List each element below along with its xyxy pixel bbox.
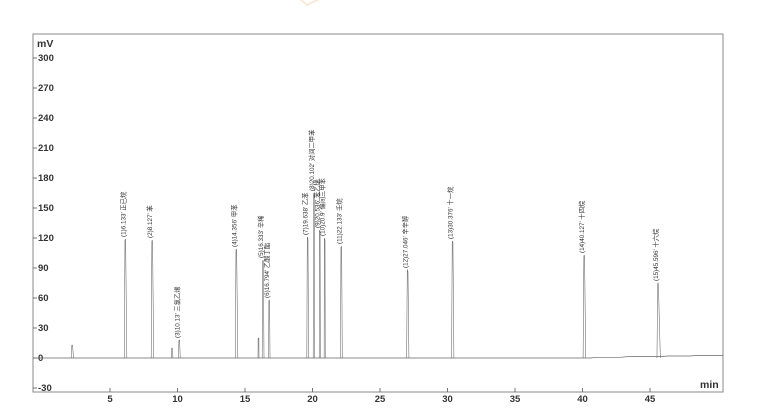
svg-text:40: 40 xyxy=(577,394,588,405)
svg-text:15: 15 xyxy=(240,394,251,405)
svg-text:(10)20.9' 偏间三甲苯: (10)20.9' 偏间三甲苯 xyxy=(318,177,327,236)
svg-text:150: 150 xyxy=(38,203,54,214)
svg-text:35: 35 xyxy=(510,394,521,405)
svg-text:180: 180 xyxy=(38,173,54,184)
svg-text:210: 210 xyxy=(38,143,54,154)
svg-text:5: 5 xyxy=(107,394,113,405)
svg-text:(14)40.127' 十四烷: (14)40.127' 十四烷 xyxy=(577,200,586,253)
svg-text:(11)22.133' 壬烷: (11)22.133' 壬烷 xyxy=(334,198,343,244)
svg-text:(6)16.794' 乙酸丁酯: (6)16.794' 乙酸丁酯 xyxy=(262,243,271,298)
svg-text:30: 30 xyxy=(442,394,453,405)
svg-text:(2)8.127' 苯: (2)8.127' 苯 xyxy=(145,205,154,238)
svg-text:270: 270 xyxy=(38,83,54,94)
svg-text:10: 10 xyxy=(172,394,183,405)
svg-text:min: min xyxy=(700,379,719,391)
svg-text:(12)27.046' 辛辛醇: (12)27.046' 辛辛醇 xyxy=(401,215,410,268)
svg-text:20: 20 xyxy=(307,394,318,405)
svg-text:120: 120 xyxy=(38,233,54,244)
svg-text:60: 60 xyxy=(38,293,49,304)
svg-text:(7)19.638' 乙苯: (7)19.638' 乙苯 xyxy=(301,192,310,235)
svg-text:(3)10.13' 三氯乙烯: (3)10.13' 三氯乙烯 xyxy=(172,286,181,338)
svg-text:(13)30.376' 十一烷: (13)30.376' 十一烷 xyxy=(446,186,455,239)
svg-text:300: 300 xyxy=(38,53,54,64)
svg-text:(15)45.596' 十六烷: (15)45.596' 十六烷 xyxy=(651,228,660,281)
svg-text:45: 45 xyxy=(645,394,656,405)
svg-text:0: 0 xyxy=(38,353,43,364)
svg-text:(1)6.133' 正已烷: (1)6.133' 正已烷 xyxy=(118,191,127,237)
svg-text:25: 25 xyxy=(375,394,386,405)
svg-text:240: 240 xyxy=(38,113,54,124)
svg-text:90: 90 xyxy=(38,263,49,274)
svg-text:(4)14.356' 甲苯: (4)14.356' 甲苯 xyxy=(229,204,238,247)
svg-text:30: 30 xyxy=(38,323,49,334)
svg-text:mV: mV xyxy=(37,38,53,50)
svg-text:-30: -30 xyxy=(38,383,52,394)
